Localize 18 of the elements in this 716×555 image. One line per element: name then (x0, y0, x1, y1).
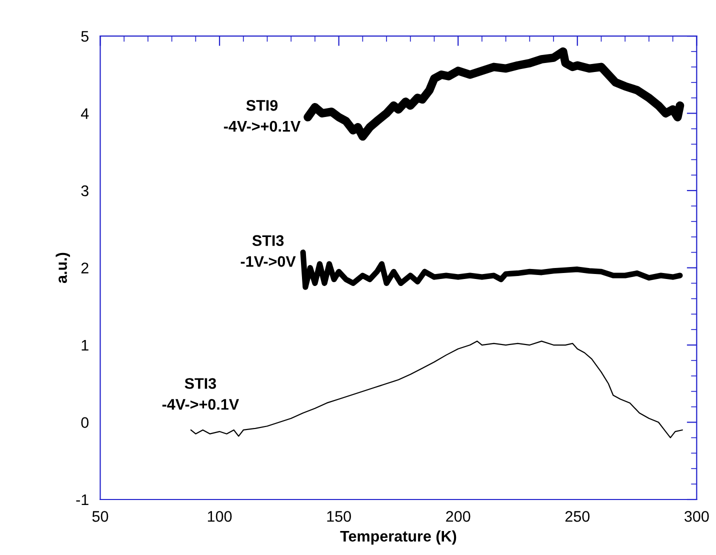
x-axis-title: Temperature (K) (340, 530, 456, 545)
y-tick-label: 3 (81, 185, 88, 196)
y-tick-label: -1 (76, 494, 88, 506)
y-axis-title: a.u.) (56, 252, 70, 284)
y-tick-label: 2 (81, 262, 88, 274)
x-tick-label: 150 (327, 511, 351, 522)
x-tick-label: 250 (565, 511, 590, 522)
series-label: STI3 -1V->0V (240, 235, 296, 267)
y-tick-label: 5 (81, 31, 88, 42)
series-label: STI3 -4V->+0.1V (162, 378, 239, 410)
series-label: STI9 -4V->+0.1V (224, 100, 301, 132)
x-tick-label: 100 (208, 511, 232, 522)
y-tick-label: 1 (82, 340, 88, 351)
y-tick-label: 0 (81, 417, 89, 428)
y-tick-label: 4 (80, 108, 89, 119)
x-tick-label: 300 (684, 511, 709, 522)
x-tick-label: 50 (92, 511, 108, 522)
x-tick-label: 200 (446, 511, 470, 522)
